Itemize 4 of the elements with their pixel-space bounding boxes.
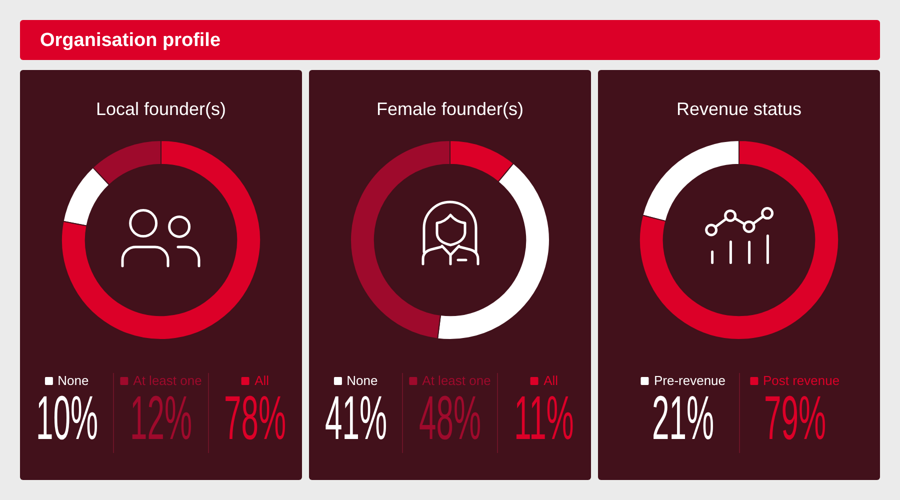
chart-title: Revenue status: [676, 99, 802, 120]
chart-title: Local founder(s): [96, 99, 226, 120]
chart-title: Female founder(s): [376, 99, 524, 120]
text: Organisation profile: [40, 30, 221, 51]
